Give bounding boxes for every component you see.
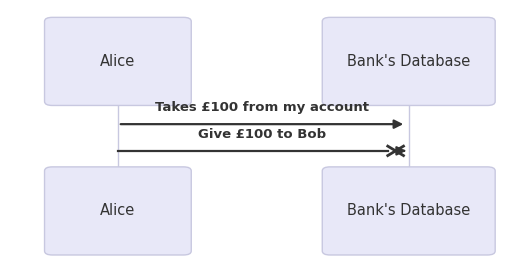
Text: Bank's Database: Bank's Database <box>347 54 471 69</box>
Text: Bank's Database: Bank's Database <box>347 203 471 218</box>
FancyBboxPatch shape <box>322 17 495 105</box>
Text: Alice: Alice <box>100 203 136 218</box>
FancyBboxPatch shape <box>322 167 495 255</box>
Text: Alice: Alice <box>100 54 136 69</box>
Text: Give £100 to Bob: Give £100 to Bob <box>198 128 326 141</box>
Text: Takes £100 from my account: Takes £100 from my account <box>155 101 369 114</box>
FancyBboxPatch shape <box>45 167 191 255</box>
FancyBboxPatch shape <box>45 17 191 105</box>
